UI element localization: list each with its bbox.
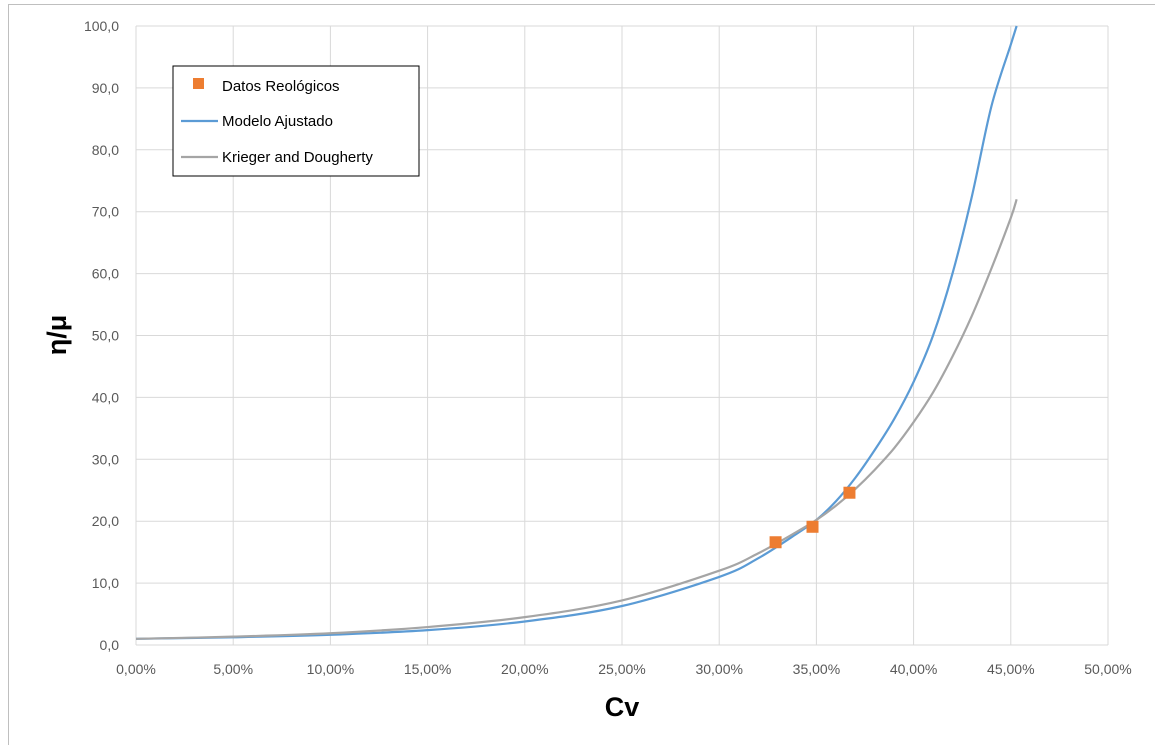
legend-label-datos-reologicos: Datos Reológicos [222, 78, 340, 95]
x-tick-label: 15,00% [404, 661, 451, 677]
series-line-modelo-ajustado [135, 25, 1018, 640]
y-tick-label: 90,0 [92, 80, 119, 96]
x-tick-label: 40,00% [890, 661, 937, 677]
x-tick-label: 50,00% [1084, 661, 1131, 677]
x-tick-label: 10,00% [307, 661, 354, 677]
y-tick-label: 50,0 [92, 328, 119, 344]
legend-marker-datos-reologicos [193, 78, 204, 89]
y-tick-label: 100,0 [84, 18, 119, 34]
y-tick-label: 60,0 [92, 266, 119, 282]
data-point-datos-reologicos [769, 536, 782, 549]
x-tick-label: 0,00% [116, 661, 156, 677]
gridlines [135, 25, 1109, 646]
y-tick-label: 40,0 [92, 389, 119, 405]
chart-area [8, 4, 1155, 745]
x-tick-label: 30,00% [695, 661, 742, 677]
series-line-krieger-and-dougherty [135, 198, 1018, 640]
x-axis-title: Cv [605, 692, 640, 722]
y-tick-label: 0,0 [100, 637, 120, 653]
series-markers [769, 486, 856, 549]
legend-label-modelo-ajustado: Modelo Ajustado [222, 113, 333, 130]
y-tick-labels: 0,0 10,0 20,0 30,0 40,0 50,0 60,0 70,0 80,0 90,0 1… [84, 18, 119, 653]
y-axis-title: η/μ [42, 315, 72, 356]
y-tick-label: 80,0 [92, 142, 119, 158]
x-tick-label: 20,00% [501, 661, 548, 677]
x-tick-label: 25,00% [598, 661, 645, 677]
x-tick-label: 35,00% [793, 661, 840, 677]
legend: Datos Reológicos Modelo Ajustado Krieger… [172, 65, 420, 177]
x-tick-labels: 0,00% 5,00% 10,00% 15,00% 20,00% 25,00% 30,00%… [116, 661, 1132, 677]
y-tick-label: 30,0 [92, 451, 119, 467]
y-tick-label: 10,0 [92, 575, 119, 591]
legend-label-krieger-dougherty: Krieger and Dougherty [222, 149, 373, 166]
x-tick-label: 5,00% [213, 661, 253, 677]
data-point-datos-reologicos [806, 520, 819, 533]
series-lines [135, 25, 1018, 640]
y-tick-label: 70,0 [92, 204, 119, 220]
x-tick-label: 45,00% [987, 661, 1034, 677]
data-point-datos-reologicos [843, 486, 856, 499]
y-tick-label: 20,0 [92, 513, 119, 529]
